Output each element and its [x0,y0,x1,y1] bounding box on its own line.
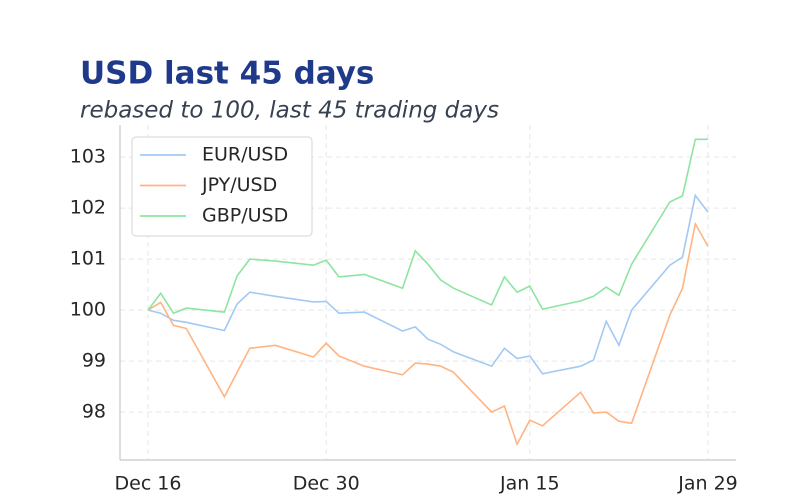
legend-label: JPY/USD [201,174,277,196]
x-tick-label: Dec 30 [293,473,360,495]
y-tick-label: 100 [70,299,106,321]
series-line [147,221,709,447]
x-tick-label: Jan 15 [499,473,560,495]
y-tick-label: 102 [70,197,106,219]
chart-subtitle: rebased to 100, last 45 trading days [80,98,499,124]
x-tick-label: Dec 16 [115,473,182,495]
legend-box [131,136,313,237]
y-tick-label: 101 [70,248,106,270]
y-tick-label: 99 [82,350,106,372]
y-tick-label: 103 [70,146,106,168]
legend-label: EUR/USD [202,144,288,166]
y-tick-label: 98 [82,401,106,423]
x-tick-label: Jan 29 [677,473,738,495]
legend-label: GBP/USD [202,205,288,227]
series-line [147,138,708,315]
chart-title: USD last 45 days [80,56,374,92]
series-line [147,193,709,375]
